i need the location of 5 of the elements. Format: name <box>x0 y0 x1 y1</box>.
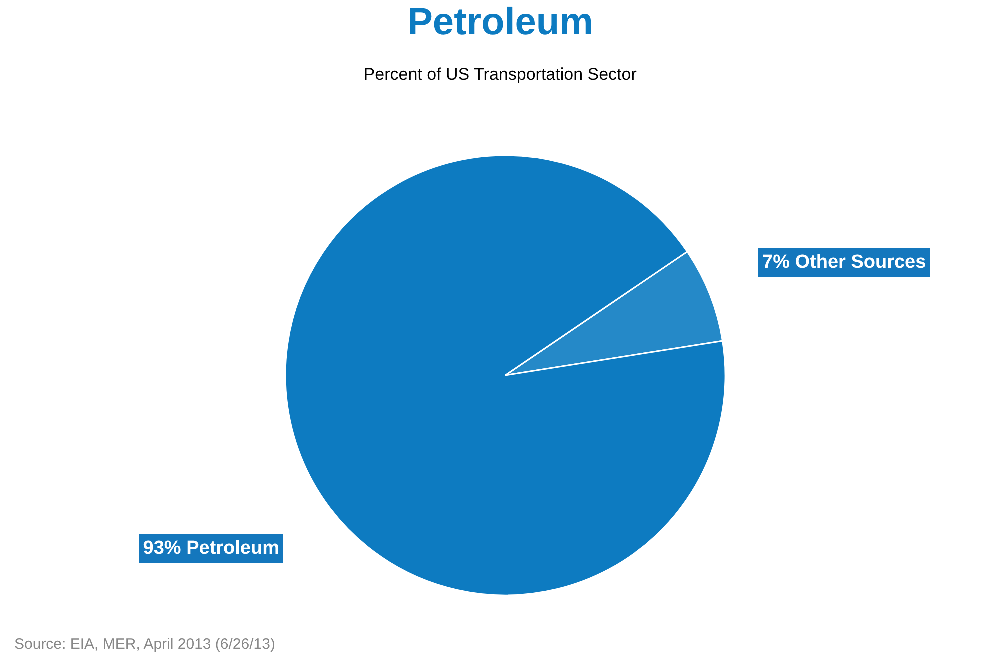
text: 93% Petroleum <box>143 538 280 559</box>
source-note: Source: EIA, MER, April 2013 (6/26/13) <box>14 636 276 653</box>
slice-label: 7% Other Sources <box>762 252 926 273</box>
text: Percent of US Transportation Sector <box>364 65 638 84</box>
slice-label: Petroleum <box>408 2 594 44</box>
